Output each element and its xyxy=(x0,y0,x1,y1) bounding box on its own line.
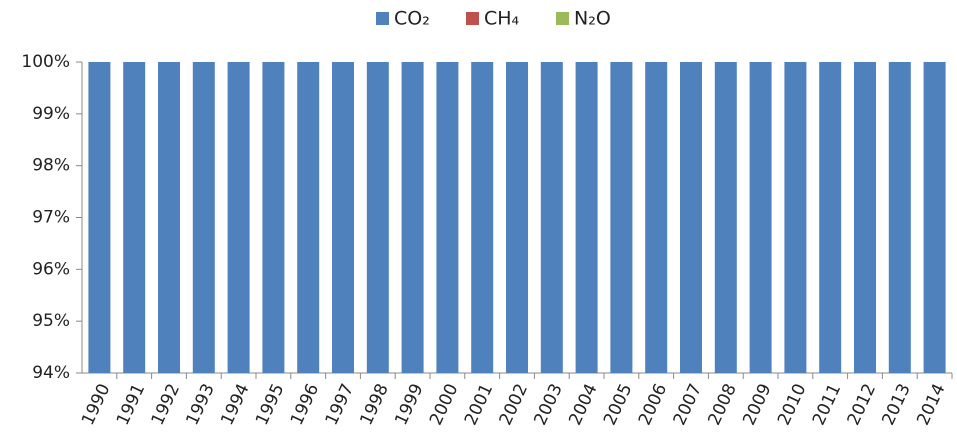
bar-segment xyxy=(923,62,946,373)
y-tick-label: 97% xyxy=(32,208,70,228)
legend-swatch xyxy=(556,12,569,25)
x-tick-label: 1991 xyxy=(113,381,149,429)
bar-segment xyxy=(575,62,598,373)
bar-segment xyxy=(506,62,528,373)
x-tick-label: 2009 xyxy=(739,381,775,429)
bar-segment xyxy=(645,62,668,373)
bar-segment xyxy=(123,62,146,373)
x-tick-label: 1999 xyxy=(391,381,427,429)
x-tick-label: 2011 xyxy=(809,381,845,429)
bar-segment xyxy=(158,62,180,373)
y-tick-label: 100% xyxy=(21,52,70,72)
bar-segment xyxy=(784,62,807,373)
bar-segment xyxy=(819,62,842,373)
bar-segment xyxy=(366,62,389,373)
y-tick-label: 96% xyxy=(32,259,70,279)
x-tick-label: 2002 xyxy=(496,381,532,429)
bar-segment xyxy=(436,62,459,373)
x-tick-label: 1993 xyxy=(182,381,218,429)
x-tick-label: 2012 xyxy=(844,381,880,429)
x-tick-label: 2010 xyxy=(774,381,810,429)
legend-label: CH₄ xyxy=(484,8,520,30)
bar-segment xyxy=(88,62,111,373)
x-tick-label: 2006 xyxy=(635,381,671,429)
y-tick-label: 98% xyxy=(32,156,70,176)
legend-swatch xyxy=(376,12,389,25)
bar-segment xyxy=(714,62,737,373)
bar-segment xyxy=(610,62,633,373)
x-tick-label: 1994 xyxy=(217,381,253,429)
x-tick-label: 2014 xyxy=(913,381,949,429)
x-tick-label: 2001 xyxy=(461,381,497,429)
bar-segment xyxy=(227,62,250,373)
x-tick-label: 2000 xyxy=(426,381,462,429)
bar-segment xyxy=(297,62,320,373)
x-tick-label: 2013 xyxy=(878,381,914,429)
x-tick-label: 2003 xyxy=(530,381,566,429)
bar-segment xyxy=(680,62,702,373)
bar-segment xyxy=(192,62,215,373)
x-tick-label: 2008 xyxy=(704,381,740,429)
y-tick-label: 94% xyxy=(32,363,70,383)
bar-segment xyxy=(540,62,563,373)
legend-label: N₂O xyxy=(574,8,611,30)
y-tick-label: 99% xyxy=(32,104,70,124)
bar-segment xyxy=(471,62,494,373)
bar-segment xyxy=(749,62,772,373)
x-tick-label: 1990 xyxy=(78,381,114,429)
bar-segment xyxy=(401,62,424,373)
x-tick-label: 2005 xyxy=(600,381,636,429)
x-tick-label: 1995 xyxy=(252,381,288,429)
x-tick-label: 2007 xyxy=(670,381,706,429)
y-tick-label: 95% xyxy=(32,311,70,331)
bar-segment xyxy=(332,62,354,373)
x-tick-label: 1998 xyxy=(356,381,392,429)
x-tick-label: 1997 xyxy=(322,381,358,429)
x-tick-label: 1996 xyxy=(287,381,323,429)
bar-segment xyxy=(262,62,285,373)
bar-segment xyxy=(888,62,911,373)
bar-segment xyxy=(854,62,876,373)
legend-swatch xyxy=(466,12,479,25)
legend-label: CO₂ xyxy=(394,8,430,30)
x-tick-label: 2004 xyxy=(565,381,601,429)
x-tick-label: 1992 xyxy=(148,381,184,429)
